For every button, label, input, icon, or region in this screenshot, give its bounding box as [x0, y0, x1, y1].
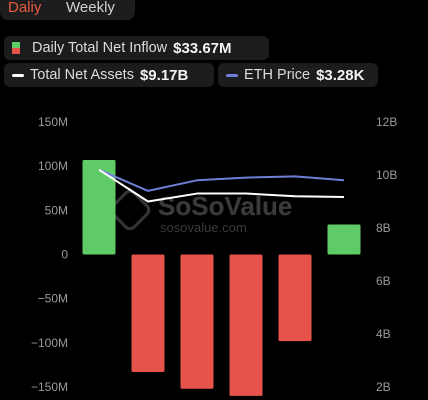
legend-inflow[interactable]: Daily Total Net Inflow $33.67M	[4, 36, 269, 60]
bar-series	[82, 159, 361, 396]
swatch-positive	[12, 42, 20, 48]
inflow-bar[interactable]	[229, 254, 263, 396]
net-assets-line[interactable]	[98, 168, 345, 203]
inflow-bar[interactable]	[82, 159, 116, 255]
left-tick-label: −50M	[38, 292, 68, 306]
legend-inflow-value: $33.67M	[173, 39, 232, 57]
inflow-bar[interactable]	[131, 254, 165, 372]
swatch-negative	[12, 48, 20, 54]
legend-eth-label: ETH Price	[244, 67, 311, 83]
right-axis: 12B 10B 8B 6B 4B 2B	[376, 115, 397, 394]
legend-assets-label: Total Net Assets	[30, 67, 134, 83]
eth-price-line-icon	[226, 73, 238, 77]
left-tick-label: 50M	[45, 203, 68, 217]
interval-tab-bar: Daliy Weekly	[0, 0, 135, 20]
right-tick-label: 12B	[376, 115, 397, 129]
line-series	[98, 168, 345, 203]
inflow-bar[interactable]	[278, 254, 312, 342]
left-tick-label: 0	[61, 248, 68, 262]
inflow-bar[interactable]	[180, 254, 214, 389]
legend-assets-value: $9.17B	[139, 66, 189, 84]
legend-eth-value: $3.28K	[316, 66, 365, 84]
left-axis: 150M 100M 50M 0 −50M −100M −150M	[31, 115, 68, 394]
watermark-url: sosovalue.com	[160, 220, 247, 235]
legend-assets[interactable]: Total Net Assets $9.17B	[4, 63, 214, 87]
left-tick-label: 100M	[38, 159, 68, 173]
inflow-bar[interactable]	[327, 224, 361, 255]
legend-inflow-label: Daily Total Net Inflow	[32, 40, 168, 56]
right-tick-label: 10B	[376, 168, 397, 182]
right-tick-label: 8B	[376, 221, 391, 235]
legend-eth[interactable]: ETH Price $3.28K	[218, 63, 378, 87]
left-tick-label: −150M	[31, 380, 68, 394]
right-tick-label: 2B	[376, 380, 391, 394]
inflow-swatch-icon	[12, 42, 20, 54]
tab-weekly[interactable]: Weekly	[66, 0, 115, 16]
net-assets-line-icon	[12, 73, 24, 77]
sosovalue-logo-icon	[109, 189, 151, 231]
tab-daily[interactable]: Daliy	[8, 0, 42, 16]
right-tick-label: 4B	[376, 327, 391, 341]
left-tick-label: 150M	[38, 115, 68, 129]
eth-price-line[interactable]	[98, 168, 345, 192]
left-tick-label: −100M	[31, 336, 68, 350]
right-tick-label: 6B	[376, 274, 391, 288]
